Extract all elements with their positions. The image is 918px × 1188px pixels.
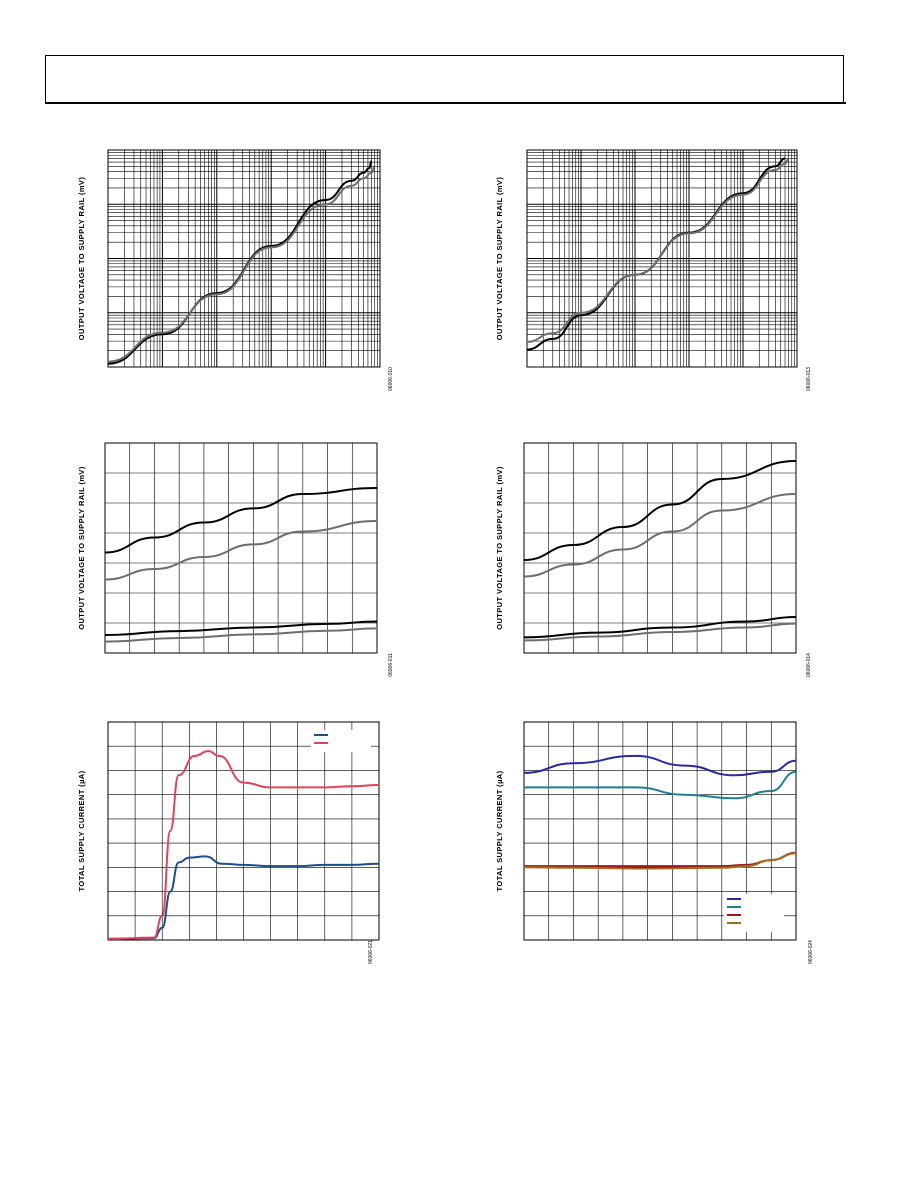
plot-frame — [523, 442, 797, 654]
chart-grid — [524, 722, 796, 940]
series-line-0 — [523, 460, 797, 561]
chart-grid — [105, 443, 377, 653]
series-line-0 — [523, 754, 797, 777]
chart-ml: OUTPUT VOLTAGE TO SUPPLY RAIL (mV) 06006-… — [77, 442, 394, 677]
figure-code: 06006-011 — [388, 653, 394, 677]
y-axis-title: OUTPUT VOLTAGE TO SUPPLY RAIL (mV) — [77, 177, 86, 341]
plot-frame — [526, 149, 798, 368]
plot-frame — [107, 721, 380, 941]
series-line-0 — [107, 160, 373, 365]
chart-grid — [108, 722, 379, 940]
chart-grid — [524, 443, 796, 653]
series-line-0 — [526, 157, 786, 351]
series-line-3 — [523, 852, 797, 870]
legend-box — [724, 894, 784, 932]
series-line-1 — [526, 158, 789, 343]
chart-grid — [107, 150, 380, 368]
figure-code: 06006-014 — [806, 653, 812, 677]
y-axis-title: OUTPUT VOLTAGE TO SUPPLY RAIL (mV) — [495, 466, 504, 630]
series-line-1 — [104, 520, 378, 581]
series-line-1 — [107, 165, 376, 363]
page-header-box — [45, 55, 844, 102]
series-line-2 — [104, 620, 378, 636]
y-axis-title: TOTAL SUPPLY CURRENT (µA) — [77, 770, 86, 891]
series-line-1 — [107, 750, 380, 940]
chart-bl: TOTAL SUPPLY CURRENT (µA) 06006-021 — [77, 721, 380, 964]
chart-legend — [724, 894, 784, 932]
series-line-2 — [523, 616, 797, 639]
chart-tr: OUTPUT VOLTAGE TO SUPPLY RAIL (mV) 06006-… — [495, 149, 812, 391]
legend-box — [311, 730, 371, 752]
chart-br: TOTAL SUPPLY CURRENT (µA) 06006-024 — [495, 721, 814, 964]
series-line-0 — [107, 855, 380, 940]
chart-legend — [311, 730, 371, 752]
series-line-3 — [523, 622, 797, 642]
y-axis-title: OUTPUT VOLTAGE TO SUPPLY RAIL (mV) — [495, 177, 504, 341]
series-line-0 — [104, 487, 378, 554]
series-line-1 — [523, 493, 797, 578]
y-axis-title: TOTAL SUPPLY CURRENT (µA) — [495, 770, 504, 891]
plot-frame — [104, 442, 378, 654]
plot-frame — [107, 149, 381, 368]
header-rule — [45, 102, 846, 104]
chart-tl: OUTPUT VOLTAGE TO SUPPLY RAIL (mV) 06006-… — [77, 149, 394, 391]
figure-code: 06006-013 — [806, 367, 812, 391]
figure-code: 06006-021 — [368, 940, 374, 964]
y-axis-title: OUTPUT VOLTAGE TO SUPPLY RAIL (mV) — [77, 466, 86, 630]
figure-code: 06006-024 — [808, 940, 814, 964]
series-line-3 — [104, 627, 378, 643]
series-line-1 — [523, 770, 797, 800]
figure-code: 06006-010 — [388, 367, 394, 391]
plot-frame — [523, 721, 797, 941]
chart-mr: OUTPUT VOLTAGE TO SUPPLY RAIL (mV) 06006-… — [495, 442, 812, 677]
